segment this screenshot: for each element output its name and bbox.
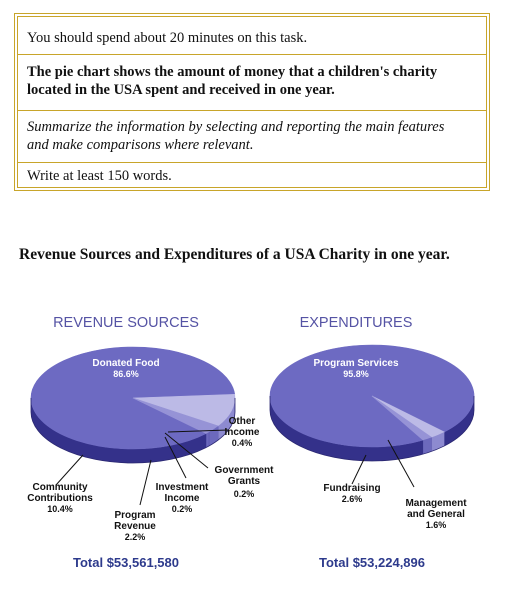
pie-0-label-3-name-0: Investment (156, 482, 209, 493)
task-instruction-line-2: and make comparisons where relevant. (27, 137, 254, 153)
pie-0-slice-3-side (208, 431, 210, 447)
pie-0-label-3-name-1: Income (164, 493, 199, 504)
pie-0-label-5-name-0: Other (229, 416, 256, 427)
pie-1-total: Total $53,224,896 (319, 555, 425, 570)
pie-0-title: REVENUE SOURCES (53, 315, 199, 331)
pie-0-label-1-name-0: Community (33, 482, 88, 493)
pie-1-leader-2 (387, 439, 415, 488)
pie-1-label-0-value: 95.8% (343, 369, 369, 379)
pie-0-total: Total $53,561,580 (73, 555, 179, 570)
pie-0-label-3-value: 0.2% (172, 504, 193, 514)
pie-0-outline (30, 398, 236, 464)
task-box: You should spend about 20 minutes on thi… (14, 13, 490, 191)
pie-0-label-0-value: 86.6% (113, 369, 139, 379)
task-time-line: You should spend about 20 minutes on thi… (27, 30, 308, 46)
pie-0-label-4-value: 0.2% (234, 489, 255, 499)
pie-1-outline (269, 396, 475, 462)
pie-0-label-2-name-1: Revenue (114, 521, 156, 532)
pie-0-leader-5 (167, 429, 229, 433)
pie-0-label-2-name-0: Program (114, 510, 155, 521)
pie-0-label-5-name-1: Income (224, 427, 259, 438)
main-title: Revenue Sources and Expenditures of a US… (19, 246, 450, 263)
pie-0-side (31, 398, 235, 463)
pie-0-label-1-name-1: Contributions (27, 493, 93, 504)
pie-0-leader-4 (164, 432, 209, 469)
pie-0-slice-1-side (218, 394, 236, 441)
task-instruction-line-1: Summarize the information by selecting a… (27, 119, 445, 135)
pie-0-leader-2 (139, 459, 152, 506)
pie-1-side (270, 396, 474, 461)
pie-0-label-2-value: 2.2% (125, 532, 146, 542)
pie-1-label-2-value: 1.6% (426, 520, 447, 530)
pie-1-title: EXPENDITURES (300, 315, 413, 331)
task-prompt-line-2: located in the USA spent and received in… (27, 82, 335, 98)
pie-1-slice-2-side (423, 437, 432, 455)
pie-0-label-4-name-0: Government (215, 465, 275, 476)
pie-0-label-5-value: 0.4% (232, 438, 253, 448)
pie-0-slice-0 (30, 346, 236, 450)
pie-0-slice-5-side (206, 432, 209, 448)
pie-1-label-2-name-1: and General (407, 509, 465, 520)
pie-1-label-0-name-0: Program Services (313, 358, 398, 369)
pie-1-slice-1-side (431, 431, 445, 452)
task-words-line: Write at least 150 words. (27, 168, 172, 184)
pie-0-leader-1 (55, 454, 84, 486)
pie-0-label-1-value: 10.4% (47, 504, 73, 514)
pie-1-leader-1 (351, 454, 367, 485)
pie-0-slice-4-side (208, 432, 209, 447)
pie-1-label-1-name-0: Fundraising (323, 483, 380, 494)
pie-0-leader-3 (164, 436, 187, 479)
pie-1-label-1-value: 2.6% (342, 494, 363, 504)
task-prompt-line-1: The pie chart shows the amount of money … (27, 64, 438, 80)
pie-0-label-0-name-0: Donated Food (92, 358, 159, 369)
pie-1-label-2-name-0: Management (405, 498, 467, 509)
pie-0-label-4-name-1: Grants (228, 476, 261, 487)
